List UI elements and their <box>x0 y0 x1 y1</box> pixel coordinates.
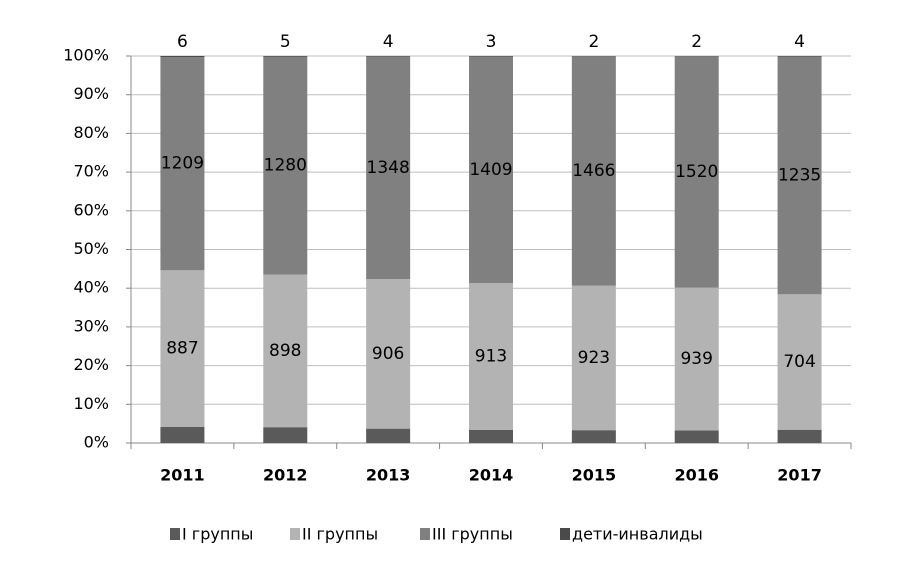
data-label: 923 <box>578 348 610 368</box>
bar-segment <box>674 287 719 431</box>
data-label: 1235 <box>778 166 821 186</box>
data-label: 4 <box>383 32 394 52</box>
y-tick-label: 90% <box>73 84 109 103</box>
bar-segment <box>674 56 719 288</box>
y-tick-label: 10% <box>73 394 109 413</box>
data-label: 906 <box>372 344 404 364</box>
legend-swatch <box>420 528 430 540</box>
bar-segment <box>469 56 513 284</box>
legend-label: III группы <box>432 525 513 544</box>
legend-swatch <box>170 528 180 540</box>
x-tick-label: 2015 <box>572 466 617 485</box>
bar-segment <box>777 294 822 430</box>
data-label: 887 <box>166 339 198 359</box>
data-label: 1348 <box>367 158 410 178</box>
data-label: 1520 <box>675 162 718 182</box>
x-tick-label: 2012 <box>263 466 308 485</box>
bar-segment <box>160 270 205 427</box>
bar-segment <box>777 429 822 443</box>
y-tick-label: 20% <box>73 355 109 374</box>
data-label: 913 <box>475 346 507 366</box>
legend-label: дети-инвалиды <box>572 525 703 544</box>
y-tick-label: 30% <box>73 316 109 335</box>
bar-segment <box>571 285 616 431</box>
data-label: 1466 <box>572 161 615 181</box>
data-label: 6 <box>177 32 188 52</box>
bar-segment <box>263 427 308 443</box>
bar-segment <box>160 57 205 271</box>
bar-segment <box>469 283 513 430</box>
bar-segment <box>571 56 616 286</box>
bar-segment <box>160 426 205 443</box>
data-label: 1409 <box>469 160 512 180</box>
data-label: 4 <box>794 32 805 52</box>
bar-segment <box>366 56 411 280</box>
data-label: 939 <box>680 349 712 369</box>
data-label: 898 <box>269 341 301 361</box>
data-label: 2 <box>588 32 599 52</box>
x-tick-label: 2017 <box>777 466 822 485</box>
bar-segment <box>674 430 719 443</box>
y-tick-label: 100% <box>63 46 109 65</box>
data-label: 1280 <box>264 156 307 176</box>
data-label: 2 <box>691 32 702 52</box>
legend-swatch <box>290 528 300 540</box>
legend-label: II группы <box>302 525 378 544</box>
bar-segment <box>469 429 513 443</box>
x-tick-label: 2013 <box>366 466 411 485</box>
bar-segment <box>263 56 308 57</box>
bar-segment <box>263 56 308 275</box>
x-tick-label: 2014 <box>469 466 514 485</box>
data-label: 1209 <box>161 154 204 174</box>
y-tick-label: 40% <box>73 278 109 297</box>
data-label: 5 <box>280 32 291 52</box>
data-label: 3 <box>486 32 497 52</box>
bar-segment <box>366 56 411 57</box>
y-tick-label: 0% <box>84 433 109 452</box>
x-tick-label: 2011 <box>160 466 205 485</box>
bar-segment <box>160 56 205 58</box>
y-tick-label: 80% <box>73 123 109 142</box>
x-tick-label: 2016 <box>674 466 719 485</box>
bar-segment <box>571 430 616 443</box>
bar-segment <box>777 56 822 295</box>
legend-swatch <box>560 528 570 540</box>
y-tick-label: 50% <box>73 239 109 258</box>
bar-segment <box>366 428 411 443</box>
bar-segment <box>777 56 822 57</box>
legend-label: I группы <box>182 525 253 544</box>
bar-segment <box>263 274 308 428</box>
y-tick-label: 60% <box>73 200 109 219</box>
y-tick-label: 70% <box>73 162 109 181</box>
data-label: 704 <box>783 352 815 372</box>
bar-segment <box>366 279 411 429</box>
